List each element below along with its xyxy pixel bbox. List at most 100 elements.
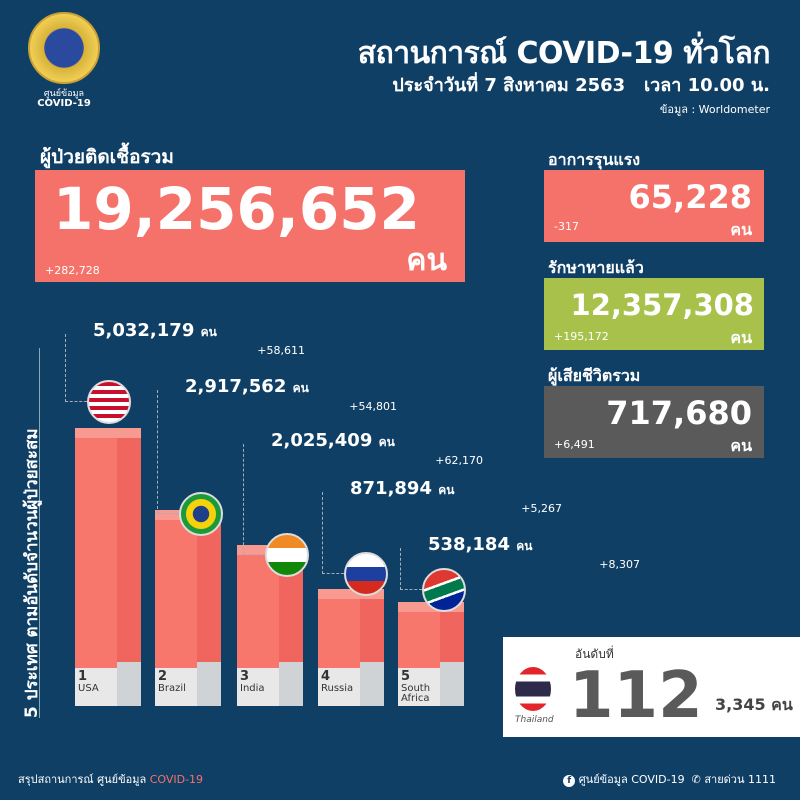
rank-label: อันดับที่ (575, 647, 614, 661)
country-name: South Africa (401, 683, 431, 704)
value: 2,025,409 (271, 430, 379, 451)
bar-base-Brazil: 2 Brazil (155, 668, 197, 706)
total-value: 19,256,652 (53, 175, 420, 243)
page-title: สถานการณ์ COVID-19 ทั่วโลก (357, 36, 771, 71)
unit: คน (516, 539, 533, 553)
vertical-label: 5 ประเทศ ตามอันดับจำนวนผู้ป่วยสะสม (18, 348, 42, 718)
rank-number: 4 (321, 669, 331, 684)
time: เวลา 10.00 น. (643, 75, 770, 96)
phone-icon: ✆ (691, 773, 701, 786)
recovered-label: รักษาหายแล้ว (548, 258, 644, 277)
date: ประจำวันที่ 7 สิงหาคม 2563 (392, 75, 626, 96)
footer-accent: COVID-19 (149, 773, 204, 786)
bar-base-Russia: 4 Russia (318, 668, 360, 706)
country-name: USA (78, 683, 99, 694)
bar-base-South Africa: 5 South Africa (398, 668, 440, 706)
russia-flag-icon (344, 552, 388, 596)
severe-value: 65,228 (628, 178, 752, 216)
facebook-page[interactable]: ศูนย์ข้อมูล COVID-19 (578, 773, 685, 786)
total-label: ผู้ป่วยติดเชื้อรวม (40, 146, 174, 168)
facebook-icon: f (563, 775, 576, 787)
country-name: Russia (321, 683, 354, 694)
thailand-rank: 112 (569, 659, 703, 733)
leader-line (400, 548, 422, 590)
rank-number: 2 (158, 669, 168, 684)
bar-front-South Africa (398, 612, 440, 668)
leader-line (322, 492, 344, 574)
logo-text: ศูนย์ข้อมูล (43, 89, 85, 99)
deaths-unit: คน (730, 436, 752, 455)
total-card: 19,256,652 คน +282,728 (35, 170, 465, 282)
bar-front-Brazil (155, 519, 197, 668)
change-label: +58,611 (257, 344, 305, 357)
bar-side-South Africa (440, 606, 464, 668)
thailand-label: Thailand (515, 715, 554, 725)
bar-front-USA (75, 438, 117, 668)
leader-line (65, 334, 87, 402)
usa-flag-icon (87, 380, 131, 424)
rank-number: 3 (240, 669, 250, 684)
country-name: India (240, 683, 265, 694)
country-name: Brazil (158, 683, 186, 694)
india-flag-icon (265, 533, 309, 577)
recovered-card: 12,357,308 คน +195,172 (544, 278, 764, 350)
recovered-change: +195,172 (554, 330, 609, 343)
thailand-card: Thailand อันดับที่ 112 3,345 คน (503, 637, 800, 737)
bar-base-USA: 1 USA (75, 668, 117, 706)
hotline: สายด่วน 1111 (704, 773, 776, 786)
total-unit: คน (406, 243, 447, 278)
severe-unit: คน (730, 220, 752, 239)
bar-base-India: 3 India (237, 668, 279, 706)
bar-front-India (237, 554, 279, 668)
change-label: +8,307 (599, 558, 640, 571)
bar-side-Brazil (197, 513, 221, 668)
date-line: ประจำวันที่ 7 สิงหาคม 2563 เวลา 10.00 น. (392, 70, 770, 99)
bar-base-side (197, 662, 221, 706)
recovered-value: 12,357,308 (570, 288, 754, 322)
severe-change: -317 (554, 220, 579, 233)
deaths-card: 717,680 คน +6,491 (544, 386, 764, 458)
bar-base-side (440, 662, 464, 706)
leader-line (243, 444, 265, 555)
deaths-label: ผู้เสียชีวิตรวม (548, 366, 641, 385)
unit: คน (378, 435, 395, 449)
bar-side-USA (117, 432, 141, 668)
unit: คน (200, 325, 217, 339)
rank-number: 1 (78, 669, 88, 684)
total-change: +282,728 (45, 264, 100, 277)
value: 2,917,562 (185, 376, 293, 397)
source: ข้อมูล : Worldometer (659, 103, 770, 116)
logo-seal (28, 12, 100, 84)
deaths-change: +6,491 (554, 438, 595, 451)
value: 538,184 (428, 534, 517, 555)
leader-line (157, 390, 179, 514)
bar-front-Russia (318, 599, 360, 668)
severe-card: 65,228 คน -317 (544, 170, 764, 242)
bar-side-Russia (360, 593, 384, 668)
south-africa-flag-icon (422, 568, 466, 612)
change-label: +62,170 (435, 454, 483, 467)
value-label: 538,184 คน (428, 534, 533, 557)
bar-base-side (360, 662, 384, 706)
bar-base-side (117, 662, 141, 706)
bar-base-side (279, 662, 303, 706)
thailand-cases: 3,345 คน (715, 695, 793, 714)
severe-label: อาการรุนแรง (548, 150, 641, 169)
value-label: 5,032,179 คน (93, 320, 217, 343)
unit: คน (438, 483, 455, 497)
change-label: +5,267 (521, 502, 562, 515)
thailand-flag-icon (515, 667, 551, 711)
rank-number: 5 (401, 669, 411, 684)
footer-text: สรุปสถานการณ์ ศูนย์ข้อมูล (18, 773, 147, 786)
value-label: 2,025,409 คน (271, 430, 395, 453)
value: 5,032,179 (93, 320, 201, 341)
footer-right: f ศูนย์ข้อมูล COVID-19 ✆ สายด่วน 1111 (563, 770, 776, 788)
brazil-flag-icon (179, 492, 223, 536)
deaths-value: 717,680 (606, 394, 752, 432)
value-label: 871,894 คน (350, 478, 455, 501)
value: 871,894 (350, 478, 439, 499)
bar-top-Russia (318, 589, 384, 600)
unit: คน (292, 381, 309, 395)
recovered-unit: คน (730, 328, 752, 347)
logo-text-covid: COVID-19 (37, 98, 91, 109)
